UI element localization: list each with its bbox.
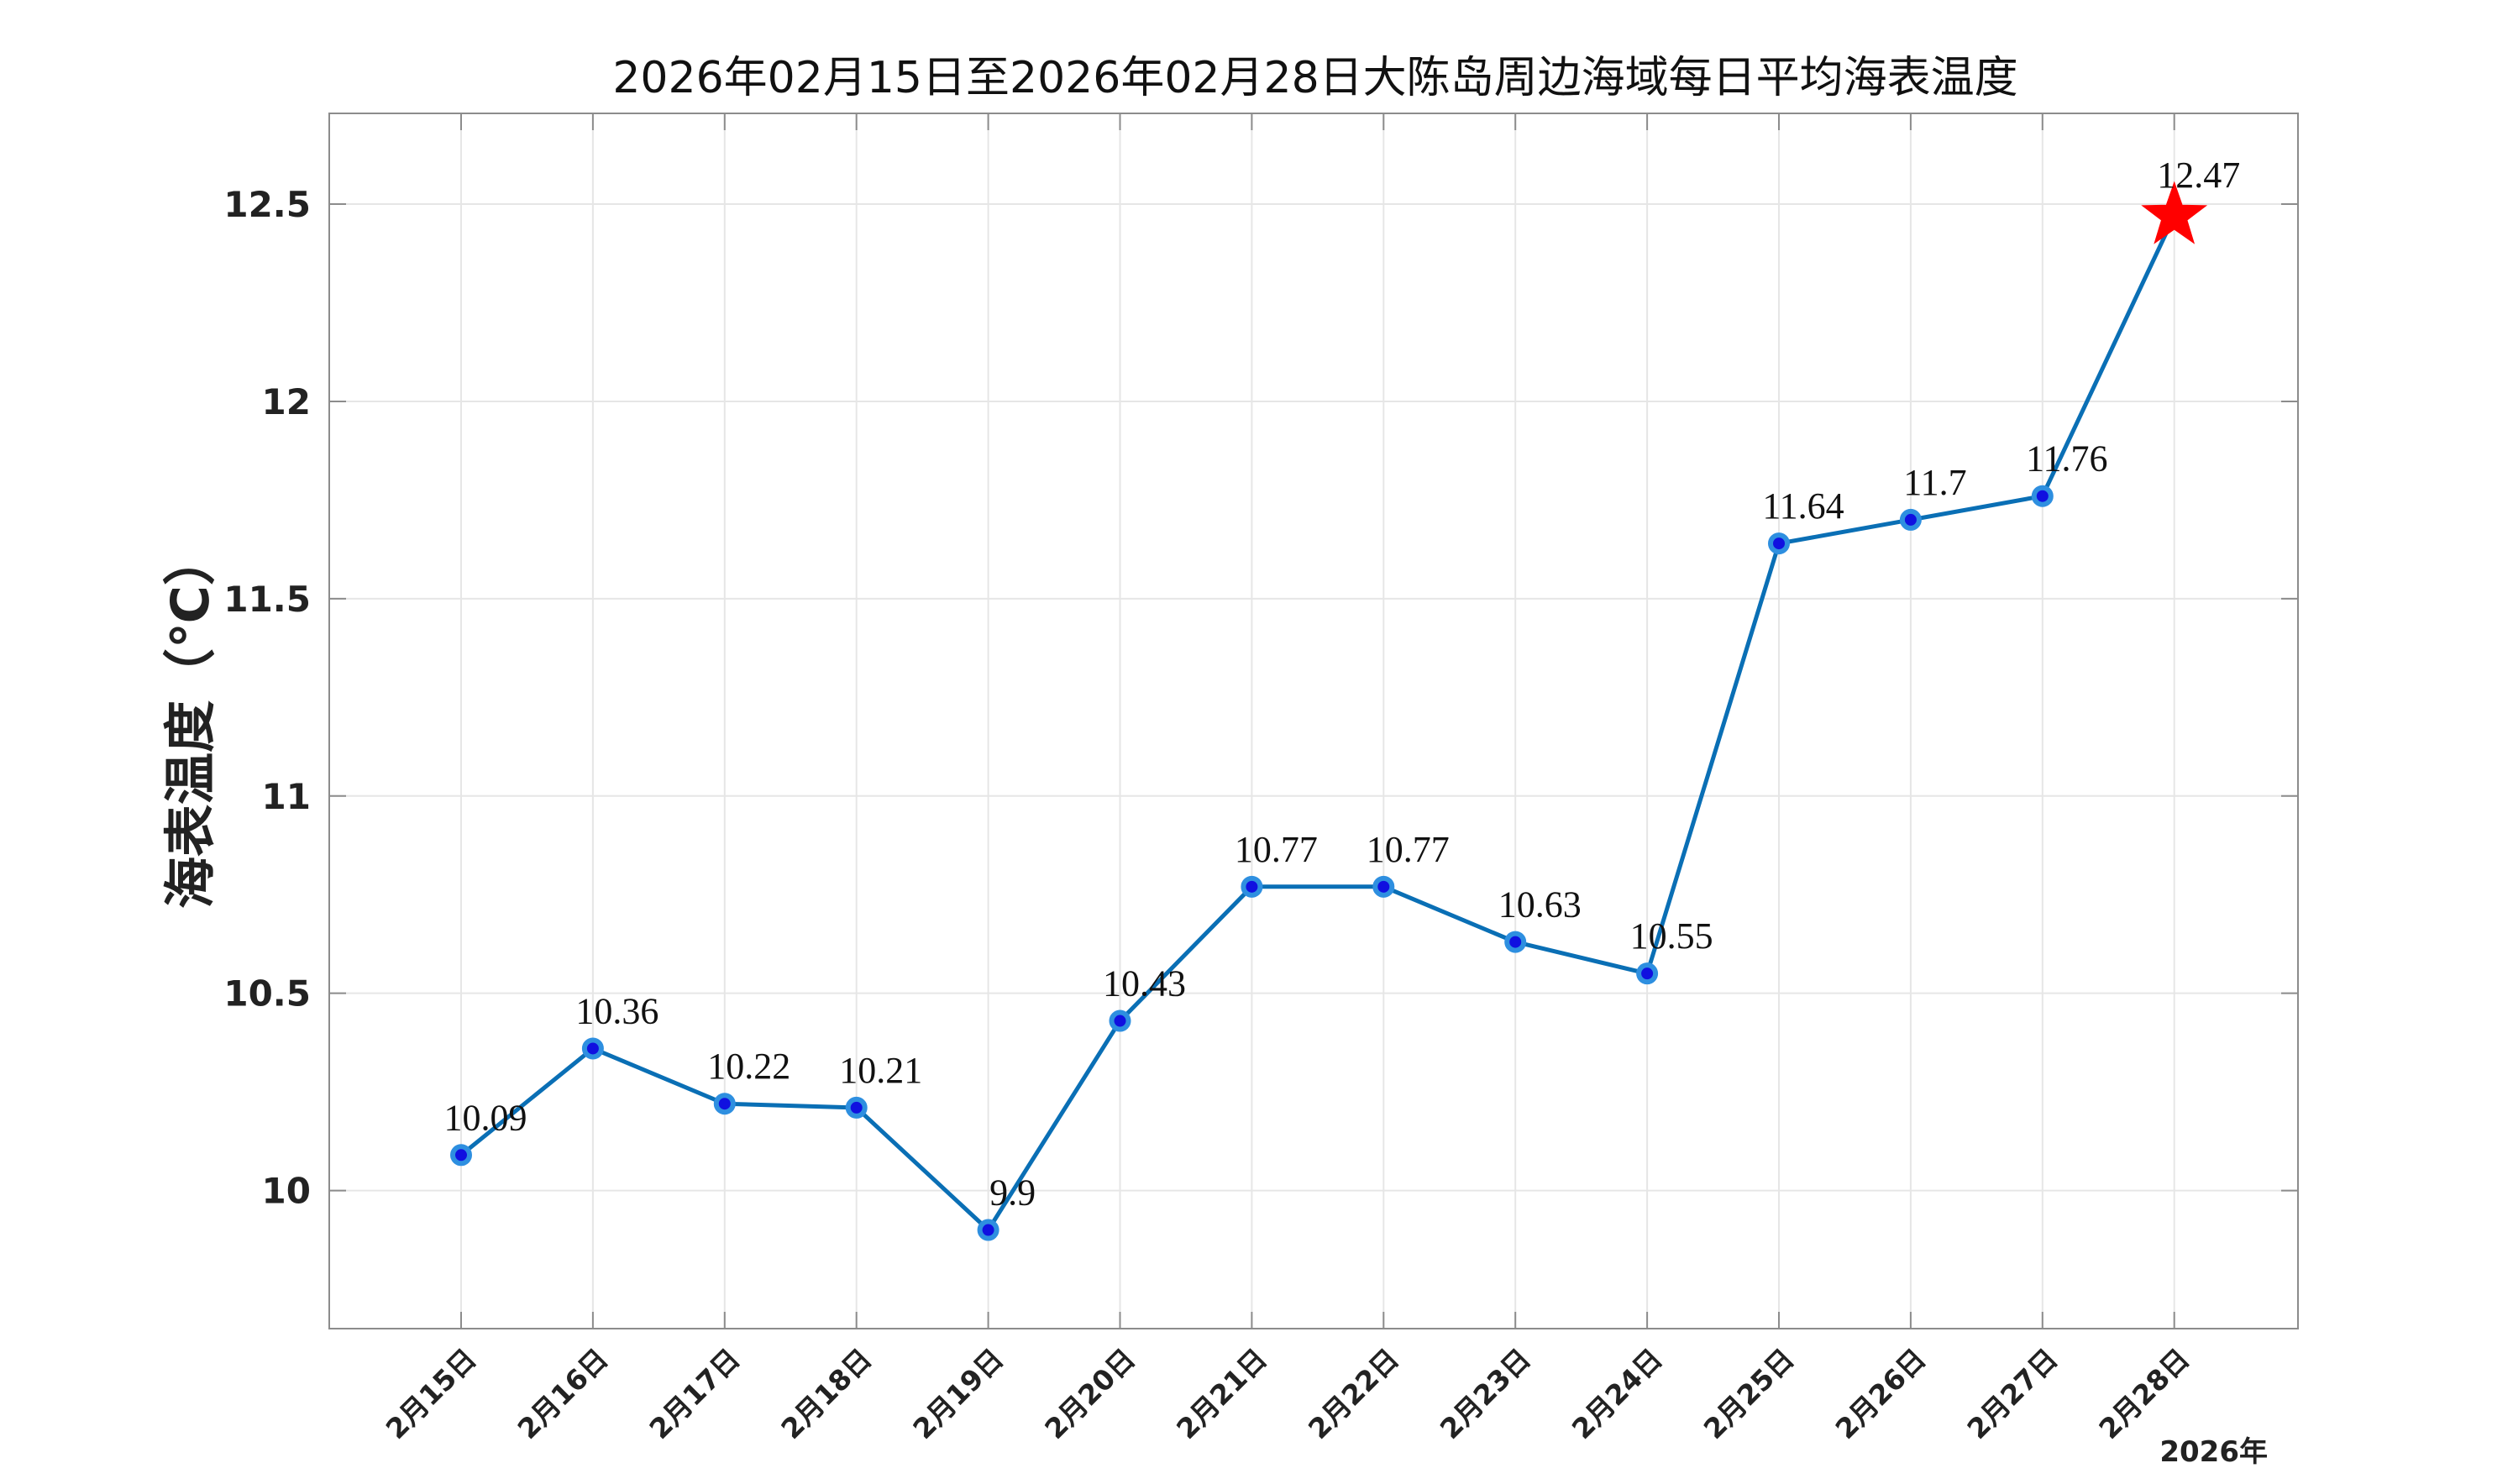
y-tick-label: 10 [262,1171,311,1212]
data-point [450,1144,472,1167]
data-label: 9.9 [989,1172,1036,1214]
data-point [1372,875,1395,898]
data-label: 10.21 [839,1050,922,1091]
data-label: 11.76 [2026,438,2107,480]
data-point [581,1037,604,1060]
x-axis-year-label: 2026年 [2159,1435,2268,1469]
data-point [2031,485,2054,507]
data-point [1241,875,1263,898]
series-line [459,213,2177,1232]
y-axis-tick-labels: 10 10.5 11 11.5 12 12.5 [223,184,311,1212]
data-point [1636,962,1659,985]
y-axis-label: 海表温度（℃） [160,533,221,909]
data-label: 10.22 [707,1046,790,1087]
data-point [713,1093,736,1115]
data-label: 10.63 [1498,884,1582,926]
y-tick-label: 12 [262,381,311,422]
data-point [1899,508,1922,531]
y-tick-label: 11 [262,776,311,817]
data-labels: 10.09 10.36 10.22 10.21 9.9 10.43 10.77 10.77 10… [444,155,2241,1213]
data-point [1768,532,1790,555]
data-label: 10.43 [1103,963,1186,1004]
data-point [845,1096,868,1119]
data-label: 11.7 [1903,462,1966,503]
axis-ticks [329,113,2298,1329]
chart-title: 2026年02月15日至2026年02月28日大陈岛周边海域每日平均海表温度 [612,53,2017,103]
data-point [1109,1009,1131,1032]
y-tick-label: 10.5 [223,973,311,1015]
data-points [450,181,2208,1241]
y-tick-label: 12.5 [223,184,311,225]
data-label: 10.36 [575,990,658,1031]
data-label: 12.47 [2157,155,2240,196]
data-label: 10.77 [1367,829,1450,870]
plot-area [328,113,2299,1329]
data-label: 11.64 [1762,485,1844,527]
data-label: 10.55 [1630,915,1713,957]
data-label: 10.09 [444,1097,527,1138]
star-marker [2141,181,2208,244]
data-label: 10.77 [1235,829,1318,870]
grid [329,113,2298,1329]
data-point [977,1219,999,1241]
data-point [1504,931,1527,953]
y-tick-label: 11.5 [223,579,311,620]
